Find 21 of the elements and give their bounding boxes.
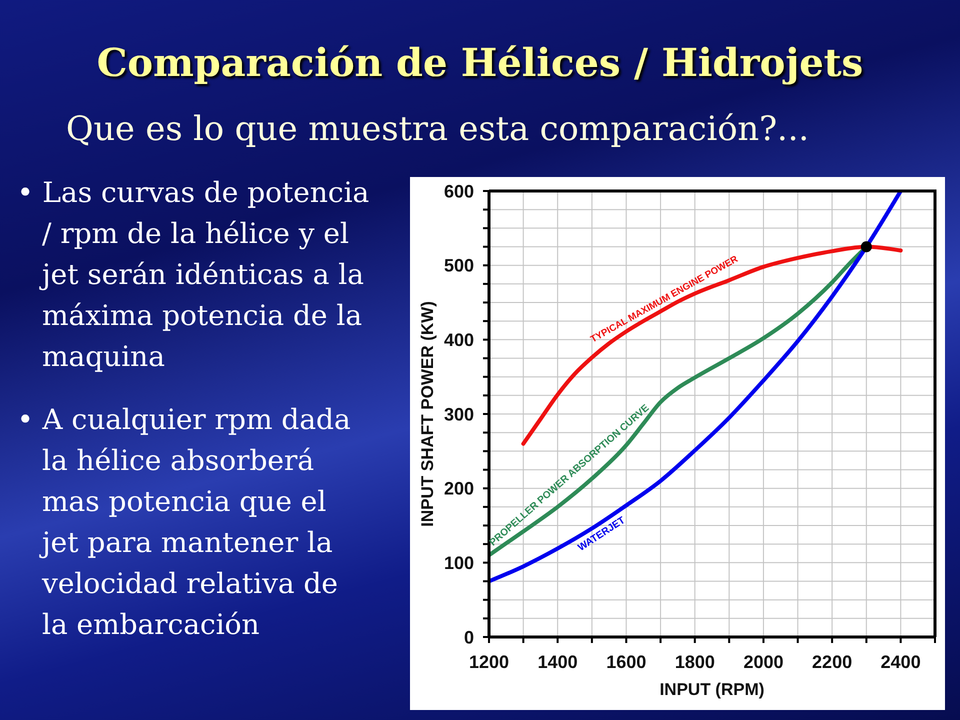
y-tick-label: 500 [444, 256, 474, 276]
y-tick-label: 600 [444, 181, 474, 202]
chart-title: Comparación de Hélices / Hidrojets [96, 40, 864, 88]
y-tick-label: 400 [444, 330, 474, 350]
x-tick-label: 2400 [880, 652, 921, 672]
y-axis-title: INPUT SHAFT POWER (KW) [418, 301, 438, 527]
text: • A cualquier rpm dada la hélice absorberá mas potencia que el jet para mantener la velocidad relativa de la embarcación [17, 402, 352, 643]
x-tick-label: 1200 [468, 652, 510, 672]
x-tick-label: 1400 [538, 652, 578, 672]
line-series [489, 191, 903, 584]
y-tick-label: 200 [444, 478, 474, 499]
y-tick-label: 100 [444, 553, 474, 574]
x-tick-label: 1600 [606, 652, 646, 672]
x-axis-title: INPUT (RPM) [660, 680, 764, 699]
text: • Las curvas de potencia / rpm de la hélice y el jet serán idénticas a la máxima potencia de la maquina [17, 175, 370, 375]
y-tick-label: 0 [464, 627, 474, 648]
chart-subtitle: Que es lo que muestra esta comparación?... [66, 108, 809, 150]
x-tick-label: 2000 [743, 652, 784, 672]
y-tick-label: 300 [444, 404, 474, 424]
x-tick-label: 1800 [674, 652, 715, 672]
x-tick-label: 2200 [812, 652, 852, 672]
